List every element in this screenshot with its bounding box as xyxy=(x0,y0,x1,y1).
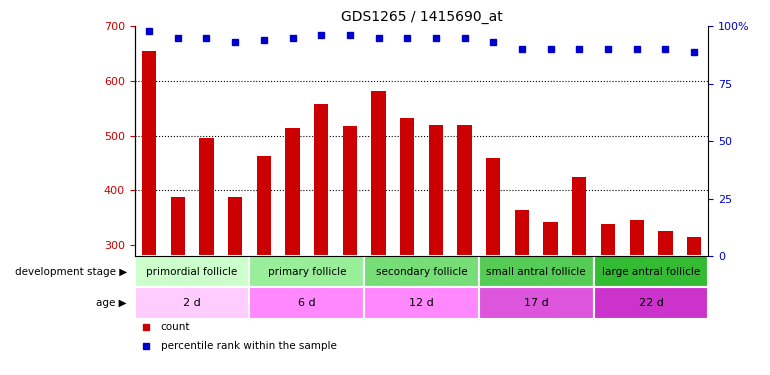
Text: age ▶: age ▶ xyxy=(96,298,127,308)
Bar xyxy=(249,287,364,319)
Bar xyxy=(601,224,615,256)
Text: primary follicle: primary follicle xyxy=(268,267,346,277)
Bar xyxy=(142,51,156,256)
Bar xyxy=(256,156,271,256)
Bar xyxy=(687,237,701,256)
Bar xyxy=(544,222,557,256)
Bar xyxy=(364,287,479,319)
Text: percentile rank within the sample: percentile rank within the sample xyxy=(161,342,336,351)
Bar xyxy=(486,158,500,256)
Bar xyxy=(135,287,249,319)
Bar xyxy=(400,118,414,256)
Bar xyxy=(364,256,479,287)
Bar xyxy=(658,231,672,256)
Bar xyxy=(371,91,386,256)
Bar xyxy=(515,210,529,256)
Bar xyxy=(343,126,357,256)
Text: primordial follicle: primordial follicle xyxy=(146,267,238,277)
Bar xyxy=(286,128,300,256)
Bar xyxy=(594,287,708,319)
Text: 2 d: 2 d xyxy=(183,298,201,308)
Bar xyxy=(479,256,594,287)
Text: secondary follicle: secondary follicle xyxy=(376,267,467,277)
Bar xyxy=(479,287,594,319)
Bar xyxy=(135,256,249,287)
Bar xyxy=(457,125,472,256)
Text: 17 d: 17 d xyxy=(524,298,549,308)
Bar xyxy=(429,125,443,256)
Bar xyxy=(630,220,644,256)
Bar xyxy=(572,177,587,256)
Text: small antral follicle: small antral follicle xyxy=(487,267,586,277)
Bar xyxy=(249,256,364,287)
Bar xyxy=(228,198,243,256)
Bar xyxy=(171,197,185,256)
Text: count: count xyxy=(161,322,190,332)
Text: 22 d: 22 d xyxy=(638,298,664,308)
Text: 12 d: 12 d xyxy=(409,298,434,308)
Bar xyxy=(199,138,213,256)
Text: development stage ▶: development stage ▶ xyxy=(15,267,127,277)
Bar xyxy=(314,104,328,256)
Title: GDS1265 / 1415690_at: GDS1265 / 1415690_at xyxy=(340,10,503,24)
Text: large antral follicle: large antral follicle xyxy=(602,267,700,277)
Bar xyxy=(594,256,708,287)
Text: 6 d: 6 d xyxy=(298,298,316,308)
